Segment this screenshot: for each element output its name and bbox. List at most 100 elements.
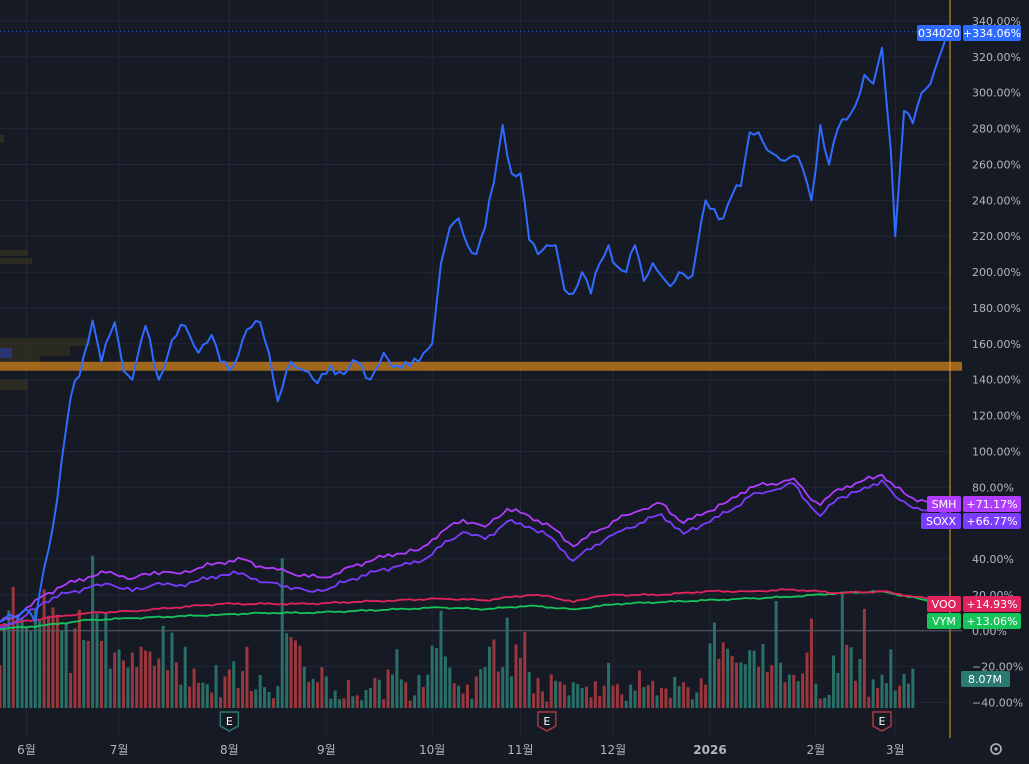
volume-bar [232, 661, 236, 708]
earnings-marker-label: E [226, 715, 233, 728]
volume-bar [501, 667, 505, 708]
volume-bar [831, 655, 835, 708]
volume-bar [64, 622, 68, 708]
volume-bar [448, 667, 452, 708]
volume-bar [29, 631, 33, 708]
volume-bar [523, 632, 527, 708]
volume-bar [346, 679, 350, 708]
series-name: VYM [932, 615, 956, 628]
series-line-soxx [0, 479, 949, 629]
volume-bar [395, 649, 399, 708]
volume-bar [849, 647, 853, 708]
volume-bar [38, 620, 42, 708]
volume-bar [783, 682, 787, 708]
series-label: SOXX +66.77% [921, 513, 1021, 529]
volume-bar [558, 681, 562, 708]
volume-bar [871, 679, 875, 708]
volume-bar [196, 682, 200, 708]
series-value-tag [963, 613, 1021, 629]
volume-bar [11, 586, 15, 708]
volume-bar [452, 683, 456, 708]
volume-bar [351, 696, 355, 708]
volume-bar [148, 651, 152, 708]
volume-bar [893, 690, 897, 708]
profile-block [0, 338, 90, 346]
volume-bar [360, 700, 364, 708]
volume-bar [139, 646, 143, 708]
volume-bar [130, 652, 134, 708]
series-value: +334.06% [963, 27, 1021, 40]
volume-bar [651, 680, 655, 708]
y-tick-label: 160.00% [972, 338, 1021, 351]
volume-bar [439, 610, 443, 708]
volume-bar [311, 678, 315, 708]
series-value-tag [963, 25, 1021, 41]
series-name-tag [927, 596, 961, 612]
volume-bar [2, 622, 6, 708]
volume-bar [210, 692, 214, 708]
x-tick-label: 2026 [693, 743, 726, 757]
series-label: VYM +13.06% [927, 613, 1021, 629]
volume-bar [108, 668, 112, 708]
volume-bar [580, 688, 584, 708]
volume-bar [492, 639, 496, 708]
profile-block [0, 348, 12, 358]
volume-bar [421, 687, 425, 708]
volume-bar [413, 695, 417, 708]
volume-bar [430, 645, 434, 708]
earnings-marker[interactable]: E [537, 711, 557, 732]
volume-bar [554, 680, 558, 708]
volume-bar [734, 662, 738, 708]
volume-bar [593, 681, 597, 708]
volume-bar [827, 694, 831, 708]
volume-bar [7, 610, 11, 708]
y-tick-label: −40.00% [972, 697, 1023, 710]
volume-bar [585, 686, 589, 708]
volume-bar [809, 618, 813, 708]
earnings-marker[interactable]: E [219, 711, 240, 732]
volume-bar [99, 640, 103, 708]
earnings-marker[interactable]: E [872, 711, 892, 732]
volume-bar [562, 684, 566, 708]
volume-bar [840, 592, 844, 708]
series-line-vym [0, 590, 949, 631]
volume-bar [607, 662, 611, 708]
volume-bar [179, 684, 183, 708]
volume-bar [845, 644, 849, 708]
volume-bar [152, 665, 156, 708]
volume-bar [862, 608, 866, 708]
y-tick-label: 260.00% [972, 158, 1021, 171]
volume-bar [289, 637, 293, 708]
volume-bar [33, 609, 37, 708]
settings-button[interactable] [990, 743, 1002, 755]
volume-bar [192, 668, 196, 708]
volume-bar [730, 655, 734, 708]
profile-block [0, 346, 70, 356]
volume-bar [867, 696, 871, 708]
volume-bar [280, 558, 284, 708]
volume-bar [223, 676, 227, 708]
volume-bar [602, 685, 606, 708]
volume-bar [170, 632, 174, 708]
volume-bar [293, 640, 297, 708]
volume-bar [576, 684, 580, 708]
volume-bar [82, 639, 86, 708]
x-tick-label: 10월 [419, 743, 445, 757]
y-tick-label: 40.00% [972, 553, 1014, 566]
volume-bar [73, 628, 77, 708]
volume-bar [479, 669, 483, 708]
volume-bar [690, 699, 694, 708]
y-tick-label: −20.00% [972, 661, 1023, 674]
volume-bar [801, 673, 805, 708]
volume-bar [673, 676, 677, 708]
volume-bar [390, 674, 394, 708]
y-tick-label: 100.00% [972, 445, 1021, 458]
y-tick-label: 120.00% [972, 410, 1021, 423]
volume-bar [16, 614, 20, 708]
volume-bar [355, 695, 359, 708]
volume-bar [677, 686, 681, 708]
volume-bar [157, 658, 161, 708]
volume-bar [858, 658, 862, 708]
